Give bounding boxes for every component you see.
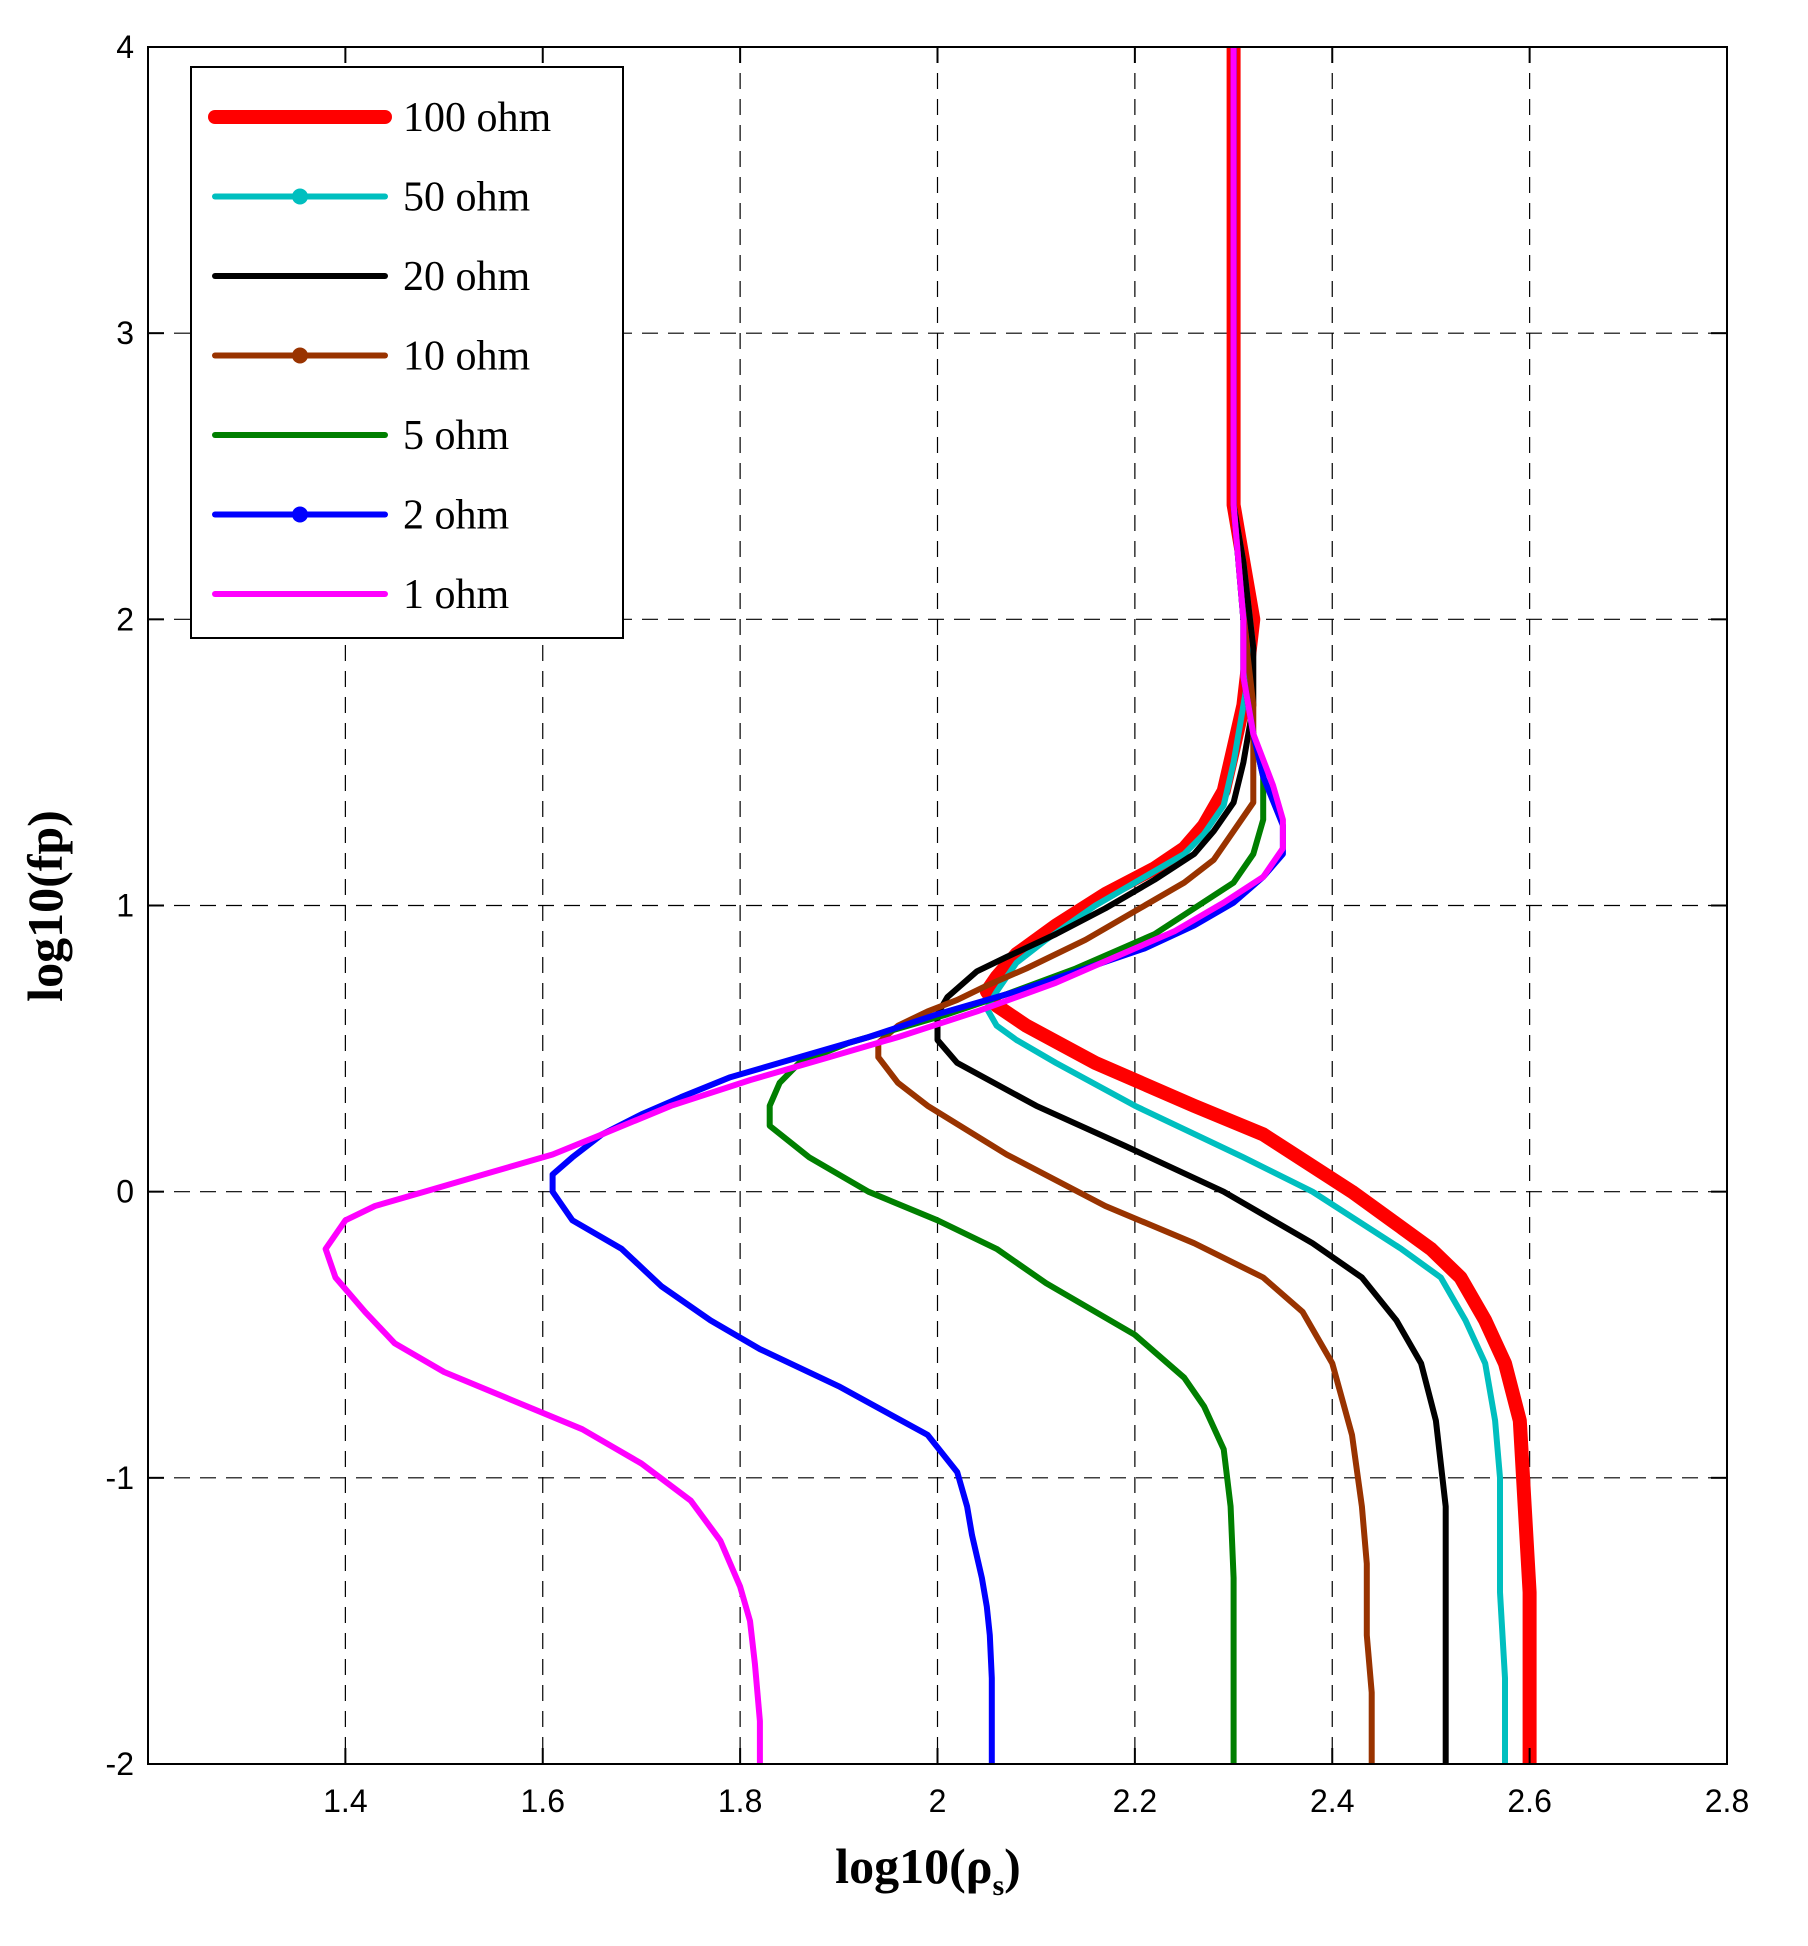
- series-layer: [322, 47, 1537, 1764]
- y-axis-label: log10(fp): [17, 810, 73, 1002]
- y-tick-label-2: 2: [116, 601, 134, 637]
- ticks: [148, 46, 1728, 1765]
- legend-item-2-ohm: 2 ohm: [212, 493, 510, 539]
- legend-marker-10-ohm: [292, 347, 308, 364]
- tick-labels: 1.4 1.6 1.8 2 2.2 2.4 2.6 2.8 -2 -1 0 1 2 3 4: [106, 29, 1750, 1819]
- legend-items: 100 ohm 50 ohm 20 ohm 10 ohm 5 ohm 2 ohm 1 ohm: [208, 95, 552, 618]
- legend-label-10-ohm: 10 ohm: [403, 334, 531, 380]
- legend-marker-2-ohm: [292, 506, 308, 523]
- legend: 100 ohm 50 ohm 20 ohm 10 ohm 5 ohm 2 ohm 1 ohm: [190, 66, 624, 639]
- x-axis-label-subscript: s: [992, 1869, 1004, 1902]
- legend-item-10-ohm: 10 ohm: [212, 334, 531, 380]
- y-tick-label-0: 0: [116, 1174, 134, 1210]
- legend-item-50-ohm: 50 ohm: [212, 175, 531, 221]
- legend-label-50-ohm: 50 ohm: [403, 175, 531, 221]
- y-tick-label--1: -1: [106, 1460, 134, 1496]
- legend-item-5-ohm: 5 ohm: [212, 413, 510, 459]
- x-tick-label-2: 2: [929, 1783, 947, 1819]
- series-line-2-ohm: [549, 47, 1286, 1764]
- legend-label-1-ohm: 1 ohm: [403, 572, 510, 618]
- x-tick-label-2.6: 2.6: [1507, 1783, 1551, 1819]
- legend-marker-50-ohm: [292, 188, 308, 205]
- legend-item-100-ohm: 100 ohm: [208, 95, 552, 141]
- y-tick-label-1: 1: [116, 888, 134, 924]
- legend-label-2-ohm: 2 ohm: [403, 493, 510, 539]
- legend-label-100-ohm: 100 ohm: [403, 95, 552, 141]
- series-line-1-ohm: [322, 47, 1286, 1764]
- y-tick-label-3: 3: [116, 315, 134, 351]
- x-tick-label-2.2: 2.2: [1113, 1783, 1157, 1819]
- legend-label-5-ohm: 5 ohm: [403, 413, 510, 459]
- y-tick-label--2: -2: [106, 1746, 134, 1782]
- x-tick-label-2.4: 2.4: [1310, 1783, 1354, 1819]
- x-tick-label-1.4: 1.4: [323, 1783, 367, 1819]
- x-tick-label-2.8: 2.8: [1705, 1783, 1749, 1819]
- x-tick-label-1.6: 1.6: [521, 1783, 565, 1819]
- legend-item-20-ohm: 20 ohm: [212, 254, 531, 300]
- x-tick-label-1.8: 1.8: [718, 1783, 762, 1819]
- x-axis-label: log10(ρs): [835, 1838, 1021, 1902]
- y-tick-label-4: 4: [116, 29, 134, 65]
- legend-item-1-ohm: 1 ohm: [212, 572, 510, 618]
- legend-label-20-ohm: 20 ohm: [403, 254, 531, 300]
